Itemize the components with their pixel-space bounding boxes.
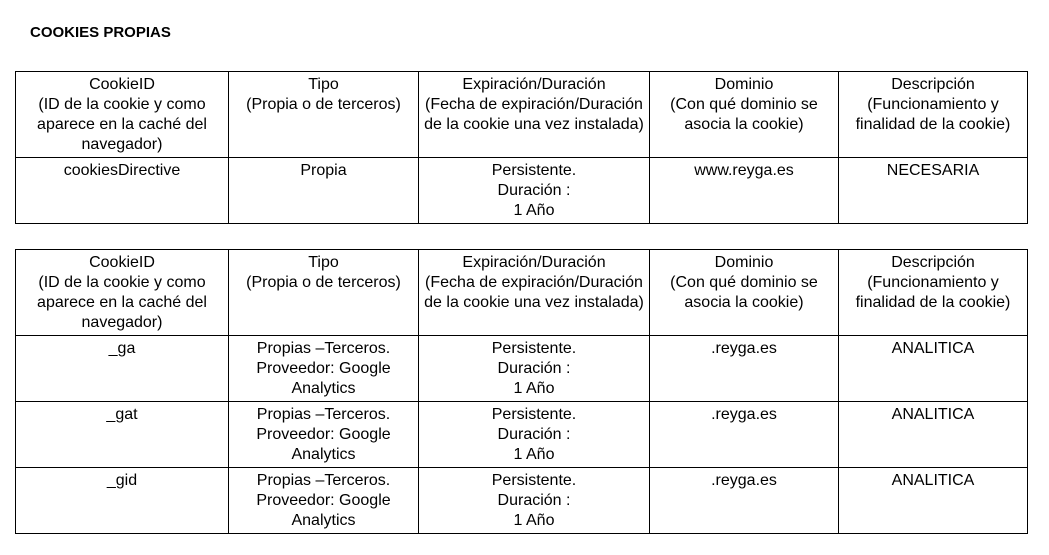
cell-tipo: Propias –Terceros. Proveedor: Google Ana… bbox=[228, 401, 419, 468]
table-header-row: CookieID (ID de la cookie y como aparece… bbox=[15, 249, 1028, 336]
header-tipo: Tipo (Propia o de terceros) bbox=[228, 249, 419, 336]
header-cookieid: CookieID (ID de la cookie y como aparece… bbox=[15, 249, 229, 336]
table-row: _gat Propias –Terceros. Proveedor: Googl… bbox=[15, 401, 1028, 468]
cell-expiracion: Persistente. Duración : 1 Año bbox=[418, 467, 650, 534]
header-dominio: Dominio (Con qué dominio se asocia la co… bbox=[649, 71, 839, 158]
cell-descripcion: ANALITICA bbox=[838, 401, 1028, 468]
cell-expiracion: Persistente. Duración : 1 Año bbox=[418, 335, 650, 402]
cell-tipo: Propias –Terceros. Proveedor: Google Ana… bbox=[228, 335, 419, 402]
header-dominio: Dominio (Con qué dominio se asocia la co… bbox=[649, 249, 839, 336]
header-descripcion: Descripción (Funcionamiento y finalidad … bbox=[838, 249, 1028, 336]
cell-cookieid: _ga bbox=[15, 335, 229, 402]
table-row: _ga Propias –Terceros. Proveedor: Google… bbox=[15, 335, 1028, 402]
header-descripcion: Descripción (Funcionamiento y finalidad … bbox=[838, 71, 1028, 158]
section-title: COOKIES PROPIAS bbox=[30, 24, 171, 41]
table-header-row: CookieID (ID de la cookie y como aparece… bbox=[15, 71, 1028, 158]
cell-dominio: .reyga.es bbox=[649, 401, 839, 468]
cell-cookieid: _gid bbox=[15, 467, 229, 534]
header-tipo: Tipo (Propia o de terceros) bbox=[228, 71, 419, 158]
cell-tipo: Propias –Terceros. Proveedor: Google Ana… bbox=[228, 467, 419, 534]
table-row: _gid Propias –Terceros. Proveedor: Googl… bbox=[15, 467, 1028, 534]
cell-expiracion: Persistente. Duración : 1 Año bbox=[418, 157, 650, 224]
table-row: cookiesDirective Propia Persistente. Dur… bbox=[15, 157, 1028, 224]
cell-descripcion: ANALITICA bbox=[838, 335, 1028, 402]
header-expiracion: Expiración/Duración (Fecha de expiración… bbox=[418, 71, 650, 158]
cell-descripcion: ANALITICA bbox=[838, 467, 1028, 534]
cell-cookieid: cookiesDirective bbox=[15, 157, 229, 224]
cell-cookieid: _gat bbox=[15, 401, 229, 468]
cookies-table-analytics: CookieID (ID de la cookie y como aparece… bbox=[15, 249, 1028, 534]
cell-dominio: www.reyga.es bbox=[649, 157, 839, 224]
cookies-table-own: CookieID (ID de la cookie y como aparece… bbox=[15, 71, 1028, 224]
header-expiracion: Expiración/Duración (Fecha de expiración… bbox=[418, 249, 650, 336]
cell-expiracion: Persistente. Duración : 1 Año bbox=[418, 401, 650, 468]
header-cookieid: CookieID (ID de la cookie y como aparece… bbox=[15, 71, 229, 158]
cell-dominio: .reyga.es bbox=[649, 335, 839, 402]
cell-tipo: Propia bbox=[228, 157, 419, 224]
cell-descripcion: NECESARIA bbox=[838, 157, 1028, 224]
cell-dominio: .reyga.es bbox=[649, 467, 839, 534]
